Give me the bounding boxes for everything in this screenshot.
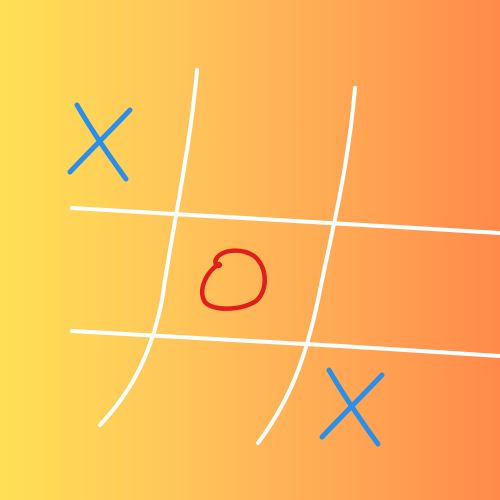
cell-r3-c1[interactable] bbox=[60, 340, 140, 460]
board-cells bbox=[60, 70, 498, 490]
o-stroke bbox=[200, 248, 267, 311]
grid-line-vertical-left bbox=[98, 68, 199, 427]
grid-line-horizontal-top bbox=[70, 206, 500, 235]
cell-r2-c3[interactable] bbox=[325, 232, 495, 350]
cell-r3-c2[interactable] bbox=[142, 340, 292, 470]
board-marks bbox=[67, 102, 385, 447]
x-mark-r3-c3 bbox=[319, 367, 385, 447]
cell-r2-c1[interactable] bbox=[60, 215, 160, 330]
x-stroke-down bbox=[326, 367, 381, 447]
o-mark-r2-c2 bbox=[200, 248, 267, 311]
cell-r2-c2[interactable] bbox=[165, 220, 315, 335]
cell-r1-c3[interactable] bbox=[348, 88, 498, 226]
cell-r1-c1[interactable] bbox=[60, 70, 172, 208]
grid-line-vertical-right bbox=[256, 86, 357, 445]
grid-line-horizontal-bottom bbox=[70, 329, 500, 358]
x-stroke-down bbox=[74, 102, 129, 182]
x-stroke-up bbox=[319, 372, 385, 440]
x-mark-r1-c1 bbox=[67, 102, 133, 182]
x-stroke-up bbox=[67, 107, 133, 175]
cell-r1-c2[interactable] bbox=[190, 78, 340, 213]
